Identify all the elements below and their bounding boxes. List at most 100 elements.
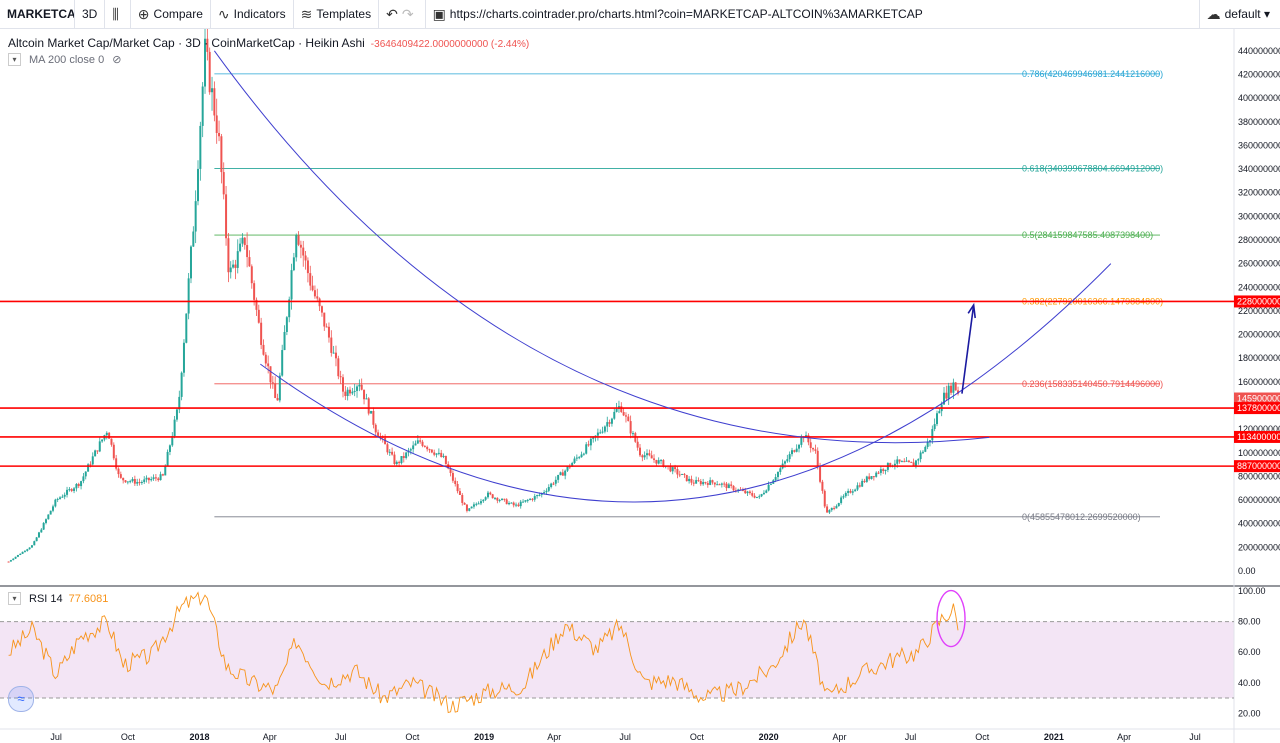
candle-body bbox=[582, 453, 585, 455]
candle-body bbox=[501, 498, 504, 501]
candle-body bbox=[526, 499, 529, 501]
candle-body bbox=[185, 313, 188, 343]
candle-body bbox=[599, 432, 602, 434]
collapse-icon[interactable]: ▾ bbox=[8, 592, 21, 605]
candle-body bbox=[477, 503, 480, 505]
candle-body bbox=[615, 409, 618, 412]
candle-body bbox=[12, 558, 15, 561]
candle-body bbox=[309, 273, 312, 286]
y-tick-label: 100000000000.00 bbox=[1238, 448, 1280, 458]
candle-body bbox=[327, 326, 330, 338]
candle-body bbox=[875, 472, 878, 477]
candle-body bbox=[33, 541, 36, 546]
candle-body bbox=[683, 473, 686, 475]
rsi-tick-label: 60.00 bbox=[1238, 647, 1261, 657]
candle-body bbox=[849, 490, 852, 493]
candle-body bbox=[833, 507, 836, 509]
candle-body bbox=[914, 460, 917, 467]
candle-body bbox=[919, 452, 922, 460]
collapse-icon[interactable]: ▾ bbox=[8, 53, 21, 66]
candle-body bbox=[486, 492, 489, 498]
candle-body bbox=[823, 490, 826, 507]
chart-type-button[interactable]: ⫼ bbox=[105, 0, 131, 28]
candle-body bbox=[531, 498, 534, 500]
candle-body bbox=[281, 350, 284, 376]
screenshot-icon: ▣ bbox=[432, 5, 446, 22]
candle-body bbox=[783, 461, 786, 464]
candle-body bbox=[858, 485, 861, 487]
compare-button[interactable]: ⊕ Compare bbox=[131, 0, 211, 28]
candle-body bbox=[767, 484, 770, 491]
candle-body bbox=[648, 453, 651, 456]
candle-body bbox=[917, 459, 920, 461]
y-tick-label: 0.00 bbox=[1238, 566, 1256, 576]
candle-body bbox=[760, 494, 763, 497]
ma-legend[interactable]: ▾ MA 200 close 0 ⊘ bbox=[8, 53, 121, 66]
candle-body bbox=[494, 497, 497, 499]
candle-body bbox=[603, 426, 606, 432]
eye-hidden-icon[interactable]: ⊘ bbox=[112, 54, 122, 66]
y-tick-label: 280000000000.00 bbox=[1238, 235, 1280, 245]
candle-body bbox=[7, 561, 10, 563]
candle-body bbox=[159, 474, 162, 481]
candle-body bbox=[842, 496, 845, 498]
url-text: https://charts.cointrader.pro/charts.htm… bbox=[449, 7, 923, 21]
price-label-box bbox=[1234, 295, 1280, 308]
templates-button[interactable]: ≋ Templates bbox=[294, 0, 380, 28]
undo-icon[interactable]: ↶ bbox=[386, 5, 398, 22]
candle-body bbox=[821, 481, 824, 491]
indicators-button[interactable]: ∿ Indicators bbox=[211, 0, 294, 28]
candle-body bbox=[234, 264, 237, 268]
candle-body bbox=[660, 460, 663, 462]
candle-body bbox=[952, 382, 955, 393]
candle-body bbox=[178, 396, 181, 410]
x-tick-label: Jul bbox=[50, 732, 62, 742]
candle-body bbox=[795, 448, 798, 452]
price-label-box bbox=[1234, 460, 1280, 473]
candle-body bbox=[786, 459, 789, 462]
y-tick-label: 160000000000.00 bbox=[1238, 377, 1280, 387]
x-tick-label: Apr bbox=[263, 732, 277, 742]
rsi-line bbox=[8, 591, 959, 714]
url-field[interactable]: ▣ https://charts.cointrader.pro/charts.ht… bbox=[426, 0, 1199, 28]
candle-body bbox=[912, 462, 915, 467]
candle-body bbox=[945, 392, 948, 399]
candle-body bbox=[442, 455, 445, 457]
candle-body bbox=[468, 508, 471, 511]
candle-body bbox=[101, 439, 104, 442]
x-tick-label: Oct bbox=[690, 732, 705, 742]
candle-body bbox=[143, 479, 146, 483]
candle-body bbox=[313, 290, 316, 297]
candle-body bbox=[830, 507, 833, 511]
cloud-icon: ☁ bbox=[1206, 5, 1221, 22]
candle-body bbox=[725, 483, 728, 489]
redo-icon[interactable]: ↷ bbox=[401, 5, 414, 22]
x-tick-label: 2020 bbox=[759, 732, 779, 742]
candle-body bbox=[538, 494, 541, 496]
layout-button[interactable]: ☁ default ▾ bbox=[1198, 0, 1280, 28]
candle-body bbox=[454, 480, 457, 484]
rsi-legend[interactable]: ▾ RSI 14 77.6081 bbox=[8, 592, 108, 605]
candle-body bbox=[332, 352, 335, 354]
candle-body bbox=[119, 474, 122, 478]
x-tick-label: 2018 bbox=[190, 732, 210, 742]
symbol-search-button[interactable]: MARKETCAF bbox=[0, 0, 75, 28]
candle-body bbox=[678, 474, 681, 476]
candle-body bbox=[482, 499, 485, 502]
candle-body bbox=[421, 441, 424, 446]
chart-area[interactable]: 440000000000.00 420000000000.00 4000000000… bbox=[0, 29, 1280, 743]
candle-body bbox=[440, 452, 443, 457]
candle-body bbox=[458, 491, 461, 496]
candle-body bbox=[713, 482, 716, 485]
candle-body bbox=[702, 482, 705, 485]
rsi-highlight-circle bbox=[936, 589, 966, 648]
candle-body bbox=[168, 445, 171, 452]
candle-body bbox=[152, 477, 155, 479]
candle-body bbox=[610, 418, 613, 424]
candle-body bbox=[253, 283, 256, 300]
candle-body bbox=[108, 432, 111, 439]
interval-button[interactable]: 3D bbox=[75, 0, 106, 28]
x-tick-label: Apr bbox=[547, 732, 561, 742]
candle-body bbox=[349, 389, 352, 394]
candle-body bbox=[905, 460, 908, 462]
